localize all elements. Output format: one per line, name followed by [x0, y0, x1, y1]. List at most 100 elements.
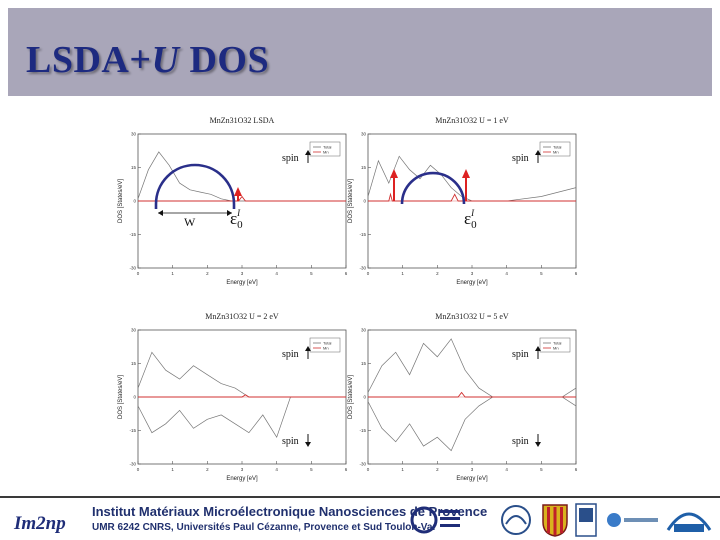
y-tick-label: 0: [363, 199, 366, 204]
plot-title: MnZn31O32 U = 2 eV: [205, 312, 279, 321]
plot-title: MnZn31O32 U = 5 eV: [435, 312, 509, 321]
spin-up-label: spin: [282, 153, 299, 164]
slide-title: LSDA+U DOS: [26, 38, 269, 82]
spin-down-label: spin: [282, 436, 299, 447]
spin-down-arrowhead: [535, 442, 541, 447]
cnrs-logo: [410, 506, 460, 534]
x-tick-label: 2: [436, 271, 439, 276]
title-bar: LSDA+U DOS: [8, 8, 712, 96]
series-mn: [368, 391, 576, 398]
x-tick-label: 6: [345, 271, 348, 276]
epsilon-label: εI 0: [464, 208, 477, 231]
y-tick-label: -15: [129, 232, 136, 237]
x-tick-label: 3: [241, 271, 244, 276]
x-tick-label: 4: [275, 271, 278, 276]
x-tick-label: 1: [401, 271, 404, 276]
spin-up-arrowhead: [535, 346, 541, 351]
title-suffix: DOS: [179, 39, 270, 81]
institute-name: Institut Matériaux Microélectronique Nan…: [92, 504, 488, 519]
plot-title: MnZn31O32 U = 1 eV: [435, 116, 509, 125]
legend-label: Total: [323, 341, 332, 346]
legend-label: Total: [553, 341, 562, 346]
y-tick-label: -30: [129, 462, 136, 467]
y-axis-label: DOS [States/eV]: [348, 179, 354, 223]
y-tick-label: 15: [131, 361, 137, 366]
legend-box: [539, 141, 571, 157]
x-tick-label: 6: [575, 271, 578, 276]
x-tick-label: 2: [436, 467, 439, 472]
epsilon-label: εI 0: [230, 208, 243, 231]
title-prefix: LSDA+: [26, 39, 152, 81]
y-tick-label: 30: [361, 328, 367, 333]
x-tick-label: 5: [310, 271, 313, 276]
y-tick-label: 0: [133, 199, 136, 204]
spin-up-arrowhead: [305, 150, 311, 155]
x-axis-label: Energy [eV]: [456, 476, 488, 482]
y-tick-label: 0: [363, 395, 366, 400]
x-tick-label: 2: [206, 271, 209, 276]
im2np-logo: Im2np: [13, 513, 66, 534]
dos-panel-2: MnZn31O32 U = 1 eV Energy [eV] DOS [States…: [348, 116, 578, 286]
y-tick-label: -15: [359, 428, 366, 433]
provence-crest-logo: [542, 504, 568, 537]
y-tick-label: -30: [359, 266, 366, 271]
y-tick-label: -30: [359, 462, 366, 467]
isen-logo: [666, 512, 712, 532]
x-tick-label: 0: [137, 467, 140, 472]
y-tick-label: 30: [131, 132, 137, 137]
y-tick-label: 30: [361, 132, 367, 137]
series-mn: [138, 394, 346, 398]
legend-label: Mn: [323, 346, 329, 351]
dos-plots: MnZn31O32 LSDA Energy [eV] DOS [States/eV]…: [118, 116, 578, 482]
spin-up-label: spin: [282, 349, 299, 360]
y-tick-label: -15: [359, 232, 366, 237]
x-tick-label: 6: [575, 467, 578, 472]
y-axis-label: DOS [States/eV]: [348, 375, 354, 419]
x-tick-label: 5: [310, 467, 313, 472]
spin-down-label: spin: [512, 436, 529, 447]
university-logo: [501, 505, 531, 535]
spin-down-arrowhead: [305, 442, 311, 447]
y-tick-label: 15: [361, 361, 367, 366]
red-arrowhead: [234, 187, 242, 196]
spin-up-arrowhead: [535, 150, 541, 155]
x-tick-label: 4: [275, 467, 278, 472]
spin-up-arrowhead: [305, 346, 311, 351]
x-tick-label: 3: [471, 467, 474, 472]
university-logo: [575, 503, 597, 537]
series-mn: [138, 195, 346, 202]
institute-affiliation: UMR 6242 CNRS, Universités Paul Cézanne,…: [92, 522, 437, 533]
legend-label: Total: [553, 145, 562, 150]
legend-box: [309, 337, 341, 353]
x-axis-label: Energy [eV]: [226, 476, 258, 482]
x-tick-label: 1: [171, 271, 174, 276]
dos-panel-1: MnZn31O32 LSDA Energy [eV] DOS [States/eV]…: [118, 116, 348, 286]
x-tick-label: 5: [540, 271, 543, 276]
y-tick-label: 15: [131, 165, 137, 170]
x-axis-label: Energy [eV]: [226, 280, 258, 286]
title-u: U: [151, 39, 180, 81]
x-tick-label: 3: [241, 467, 244, 472]
legend-label: Total: [323, 145, 332, 150]
width-label: W: [184, 215, 196, 229]
width-arrowhead-left: [158, 210, 163, 216]
footer: Im2np Institut Matériaux Microélectroniq…: [0, 496, 720, 540]
legend-box: [309, 141, 341, 157]
plot-title: MnZn31O32 LSDA: [210, 116, 275, 125]
x-tick-label: 0: [137, 271, 140, 276]
x-tick-label: 5: [540, 467, 543, 472]
partner-logo: [607, 513, 658, 527]
y-tick-label: 15: [361, 165, 367, 170]
x-tick-label: 1: [171, 467, 174, 472]
y-tick-label: -30: [129, 266, 136, 271]
y-axis-label: DOS [States/eV]: [118, 375, 124, 419]
x-tick-label: 3: [471, 271, 474, 276]
legend-label: Mn: [553, 150, 559, 155]
x-tick-label: 0: [367, 467, 370, 472]
dos-panel-4: MnZn31O32 U = 5 eV Energy [eV] DOS [States…: [348, 312, 578, 482]
dos-arc: [400, 171, 466, 205]
x-tick-label: 4: [505, 271, 508, 276]
x-axis-label: Energy [eV]: [456, 280, 488, 286]
y-tick-label: -15: [129, 428, 136, 433]
red-arrowhead: [462, 169, 470, 178]
